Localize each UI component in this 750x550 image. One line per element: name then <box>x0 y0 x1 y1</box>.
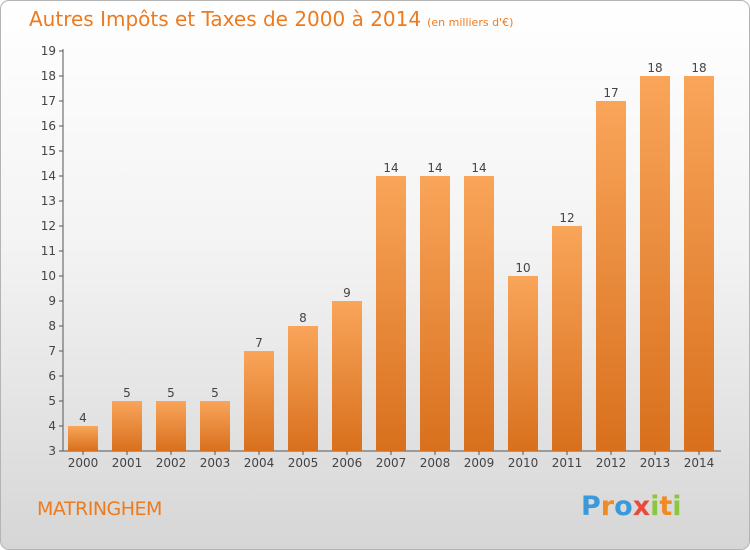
y-tick-label: 17 <box>41 94 56 108</box>
x-tick-label-2012: 2012 <box>596 456 627 470</box>
y-tick-label: 18 <box>41 69 56 83</box>
bar-2003 <box>200 401 230 451</box>
value-label-2011: 12 <box>559 211 574 225</box>
y-tick-label: 7 <box>48 344 56 358</box>
x-tick-label-2014: 2014 <box>684 456 715 470</box>
x-tick-label-2000: 2000 <box>68 456 99 470</box>
y-tick-label: 10 <box>41 269 56 283</box>
chart-title: Autres Impôts et Taxes de 2000 à 2014 (en… <box>29 7 513 31</box>
value-label-2014: 18 <box>691 61 706 75</box>
bar-2010 <box>508 276 538 451</box>
y-tick-label: 5 <box>48 394 56 408</box>
x-tick-label-2007: 2007 <box>376 456 407 470</box>
y-tick-label: 8 <box>48 319 56 333</box>
y-tick-label: 12 <box>41 219 56 233</box>
value-label-2002: 5 <box>167 386 175 400</box>
y-tick-label: 6 <box>48 369 56 383</box>
bar-2008 <box>420 176 450 451</box>
bar-2007 <box>376 176 406 451</box>
x-tick-label-2002: 2002 <box>156 456 187 470</box>
chart-value-labels: 4 5 5 5 7 8 9 14 14 14 10 12 17 18 18 <box>79 61 706 425</box>
logo-letter: i <box>650 491 660 522</box>
x-tick-label-2003: 2003 <box>200 456 231 470</box>
x-tick-label-2013: 2013 <box>640 456 671 470</box>
y-tick-label: 19 <box>41 44 56 58</box>
y-tick-label: 16 <box>41 119 56 133</box>
value-label-2004: 7 <box>255 336 263 350</box>
bar-2011 <box>552 226 582 451</box>
y-tick-label: 14 <box>41 169 56 183</box>
y-tick-label: 3 <box>48 444 56 458</box>
logo-letter: P <box>581 491 601 522</box>
bar-2004 <box>244 351 274 451</box>
value-label-2005: 8 <box>299 311 307 325</box>
value-label-2007: 14 <box>383 161 398 175</box>
x-tick-label-2001: 2001 <box>112 456 143 470</box>
value-label-2003: 5 <box>211 386 219 400</box>
y-tick-label: 9 <box>48 294 56 308</box>
title-text: Autres Impôts et Taxes de 2000 à 2014 <box>29 7 422 31</box>
x-tick-label-2010: 2010 <box>508 456 539 470</box>
bar-2006 <box>332 301 362 451</box>
bar-2012 <box>596 101 626 451</box>
y-tick-label: 15 <box>41 144 56 158</box>
x-tick-label-2005: 2005 <box>288 456 319 470</box>
x-tick-label-2008: 2008 <box>420 456 451 470</box>
proxiti-logo: Proxiti <box>581 491 682 522</box>
chart-x-tick-labels: 2000 2001 2002 2003 2004 2005 2006 2007 2008 2009… <box>68 456 715 470</box>
chart-subtitle: (en milliers d'€) <box>427 16 514 29</box>
value-label-2000: 4 <box>79 411 87 425</box>
logo-letter: x <box>632 491 651 522</box>
town-name: MATRINGHEM <box>37 498 162 520</box>
x-tick-label-2011: 2011 <box>552 456 583 470</box>
x-tick-label-2006: 2006 <box>332 456 363 470</box>
bar-2001 <box>112 401 142 451</box>
bar-2014 <box>684 76 714 451</box>
value-label-2006: 9 <box>343 286 351 300</box>
bar-2005 <box>288 326 318 451</box>
x-tick-label-2004: 2004 <box>244 456 275 470</box>
logo-letter: t <box>659 491 673 522</box>
chart-y-tick-labels: 3 4 5 6 7 8 9 10 11 12 13 14 15 16 17 18 19 <box>41 44 56 458</box>
bar-2009 <box>464 176 494 451</box>
value-label-2009: 14 <box>471 161 486 175</box>
value-label-2001: 5 <box>123 386 131 400</box>
logo-letter: r <box>600 491 615 522</box>
bar-2000 <box>68 426 98 451</box>
logo-letter: i <box>672 491 682 522</box>
x-tick-label-2009: 2009 <box>464 456 495 470</box>
y-tick-label: 13 <box>41 194 56 208</box>
value-label-2013: 18 <box>647 61 662 75</box>
y-tick-label: 11 <box>41 244 56 258</box>
logo-letter: o <box>614 491 633 522</box>
value-label-2010: 10 <box>515 261 530 275</box>
chart-bars <box>68 76 714 451</box>
value-label-2012: 17 <box>603 86 618 100</box>
value-label-2008: 14 <box>427 161 442 175</box>
y-tick-label: 4 <box>48 419 56 433</box>
bar-2013 <box>640 76 670 451</box>
bar-2002 <box>156 401 186 451</box>
